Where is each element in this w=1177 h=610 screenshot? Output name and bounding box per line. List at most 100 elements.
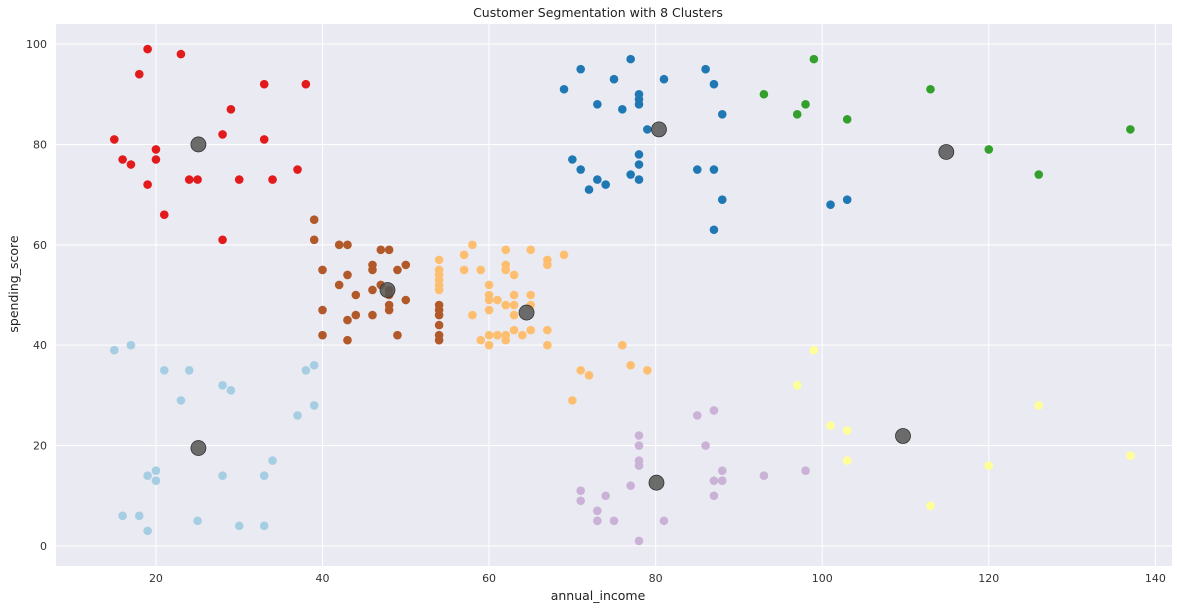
cluster-4-point: [376, 245, 386, 255]
x-tick-label: 80: [649, 572, 663, 585]
cluster-5-point: [468, 310, 477, 320]
y-axis-label: spending_score: [6, 235, 21, 332]
cluster-7-point: [634, 441, 644, 450]
cluster-2-point: [643, 125, 652, 134]
cluster-8-point: [809, 345, 819, 355]
cluster-5-point: [543, 260, 552, 270]
cluster-6-point: [226, 386, 236, 395]
y-tick-label: 20: [33, 440, 47, 453]
y-tick-label: 40: [33, 339, 47, 352]
data-points: [109, 44, 1135, 546]
cluster-2-point: [634, 150, 644, 159]
centroid-marker: [648, 474, 665, 491]
x-tick-label: 20: [149, 572, 163, 585]
cluster-5-point: [459, 250, 469, 260]
cluster-7-point: [709, 406, 719, 415]
cluster-5-point: [493, 295, 502, 305]
cluster-2-point: [842, 195, 852, 204]
centroid-marker: [518, 304, 535, 321]
cluster-7-point: [576, 486, 585, 496]
cluster-4-point: [343, 240, 352, 250]
centroid-marker: [190, 136, 207, 153]
cluster-2-point: [584, 185, 594, 194]
cluster-7-point: [801, 466, 810, 475]
cluster-7-point: [701, 441, 710, 450]
cluster-3-point: [1034, 170, 1044, 179]
cluster-5-point: [526, 290, 536, 300]
cluster-7-point: [709, 476, 719, 485]
cluster-7-point: [626, 481, 635, 491]
cluster-4-point: [368, 285, 377, 295]
cluster-2-point: [559, 84, 569, 94]
cluster-2-point: [576, 165, 585, 174]
cluster-5-point: [509, 270, 519, 280]
cluster-7-point: [634, 461, 644, 470]
cluster-5-point: [518, 330, 527, 340]
plot-area: [56, 24, 1172, 566]
cluster-4-point: [343, 315, 352, 325]
cluster-3-point: [1126, 125, 1135, 134]
y-tick-label: 0: [40, 540, 47, 553]
cluster-1-point: [176, 49, 186, 59]
cluster-5-point: [484, 280, 494, 290]
cluster-1-point: [259, 79, 269, 89]
cluster-3-point: [809, 54, 819, 64]
cluster-5-point: [509, 290, 519, 300]
centroid-marker: [938, 144, 955, 160]
cluster-4-point: [343, 335, 352, 345]
cluster-2-point: [626, 170, 635, 179]
cluster-6-point: [309, 360, 319, 370]
cluster-5-point: [643, 365, 652, 375]
cluster-5-point: [543, 325, 552, 335]
cluster-6-point: [176, 396, 186, 405]
cluster-5-point: [476, 265, 486, 275]
cluster-4-point: [401, 260, 411, 270]
cluster-7-point: [692, 411, 702, 420]
x-tick-label: 140: [1145, 572, 1166, 585]
cluster-6-point: [159, 365, 169, 375]
cluster-2-point: [593, 175, 602, 184]
cluster-6-point: [151, 476, 161, 485]
cluster-5-point: [501, 335, 511, 345]
cluster-6-point: [151, 466, 161, 475]
cluster-5-point: [618, 340, 627, 350]
cluster-5-point: [484, 295, 494, 305]
cluster-4-point: [401, 295, 411, 305]
cluster-5-point: [484, 340, 494, 350]
cluster-6-point: [268, 456, 277, 465]
x-tick-label: 120: [978, 572, 999, 585]
cluster-4-point: [384, 305, 394, 315]
cluster-7-point: [634, 431, 644, 440]
cluster-2-point: [701, 64, 710, 74]
cluster-6-point: [259, 521, 269, 531]
cluster-7-point: [659, 516, 669, 526]
grid-lines: [56, 24, 1172, 566]
cluster-1-point: [293, 165, 302, 174]
cluster-7-point: [709, 491, 719, 501]
cluster-4-point: [368, 310, 377, 320]
cluster-5-point: [476, 335, 486, 345]
cluster-1-point: [259, 135, 269, 144]
cluster-7-point: [593, 506, 602, 516]
cluster-4-point: [351, 290, 361, 300]
cluster-centroids: [190, 121, 955, 491]
cluster-1-point: [109, 135, 119, 144]
cluster-6-point: [143, 471, 152, 480]
cluster-7-point: [601, 491, 610, 501]
cluster-1-point: [151, 155, 161, 164]
cluster-8-point: [926, 501, 935, 511]
cluster-2-point: [576, 64, 585, 74]
cluster-6-point: [259, 471, 269, 480]
cluster-5-point: [434, 255, 444, 265]
cluster-6-point: [193, 516, 202, 526]
cluster-1-point: [118, 155, 127, 164]
cluster-5-point: [484, 305, 494, 315]
cluster-5-point: [501, 245, 511, 255]
cluster-1-point: [134, 69, 144, 79]
centroid-marker: [190, 440, 207, 456]
cluster-5-point: [434, 285, 444, 295]
cluster-7-point: [593, 516, 602, 526]
cluster-7-point: [634, 536, 644, 546]
x-tick-label: 100: [812, 572, 833, 585]
centroid-marker: [651, 121, 667, 138]
